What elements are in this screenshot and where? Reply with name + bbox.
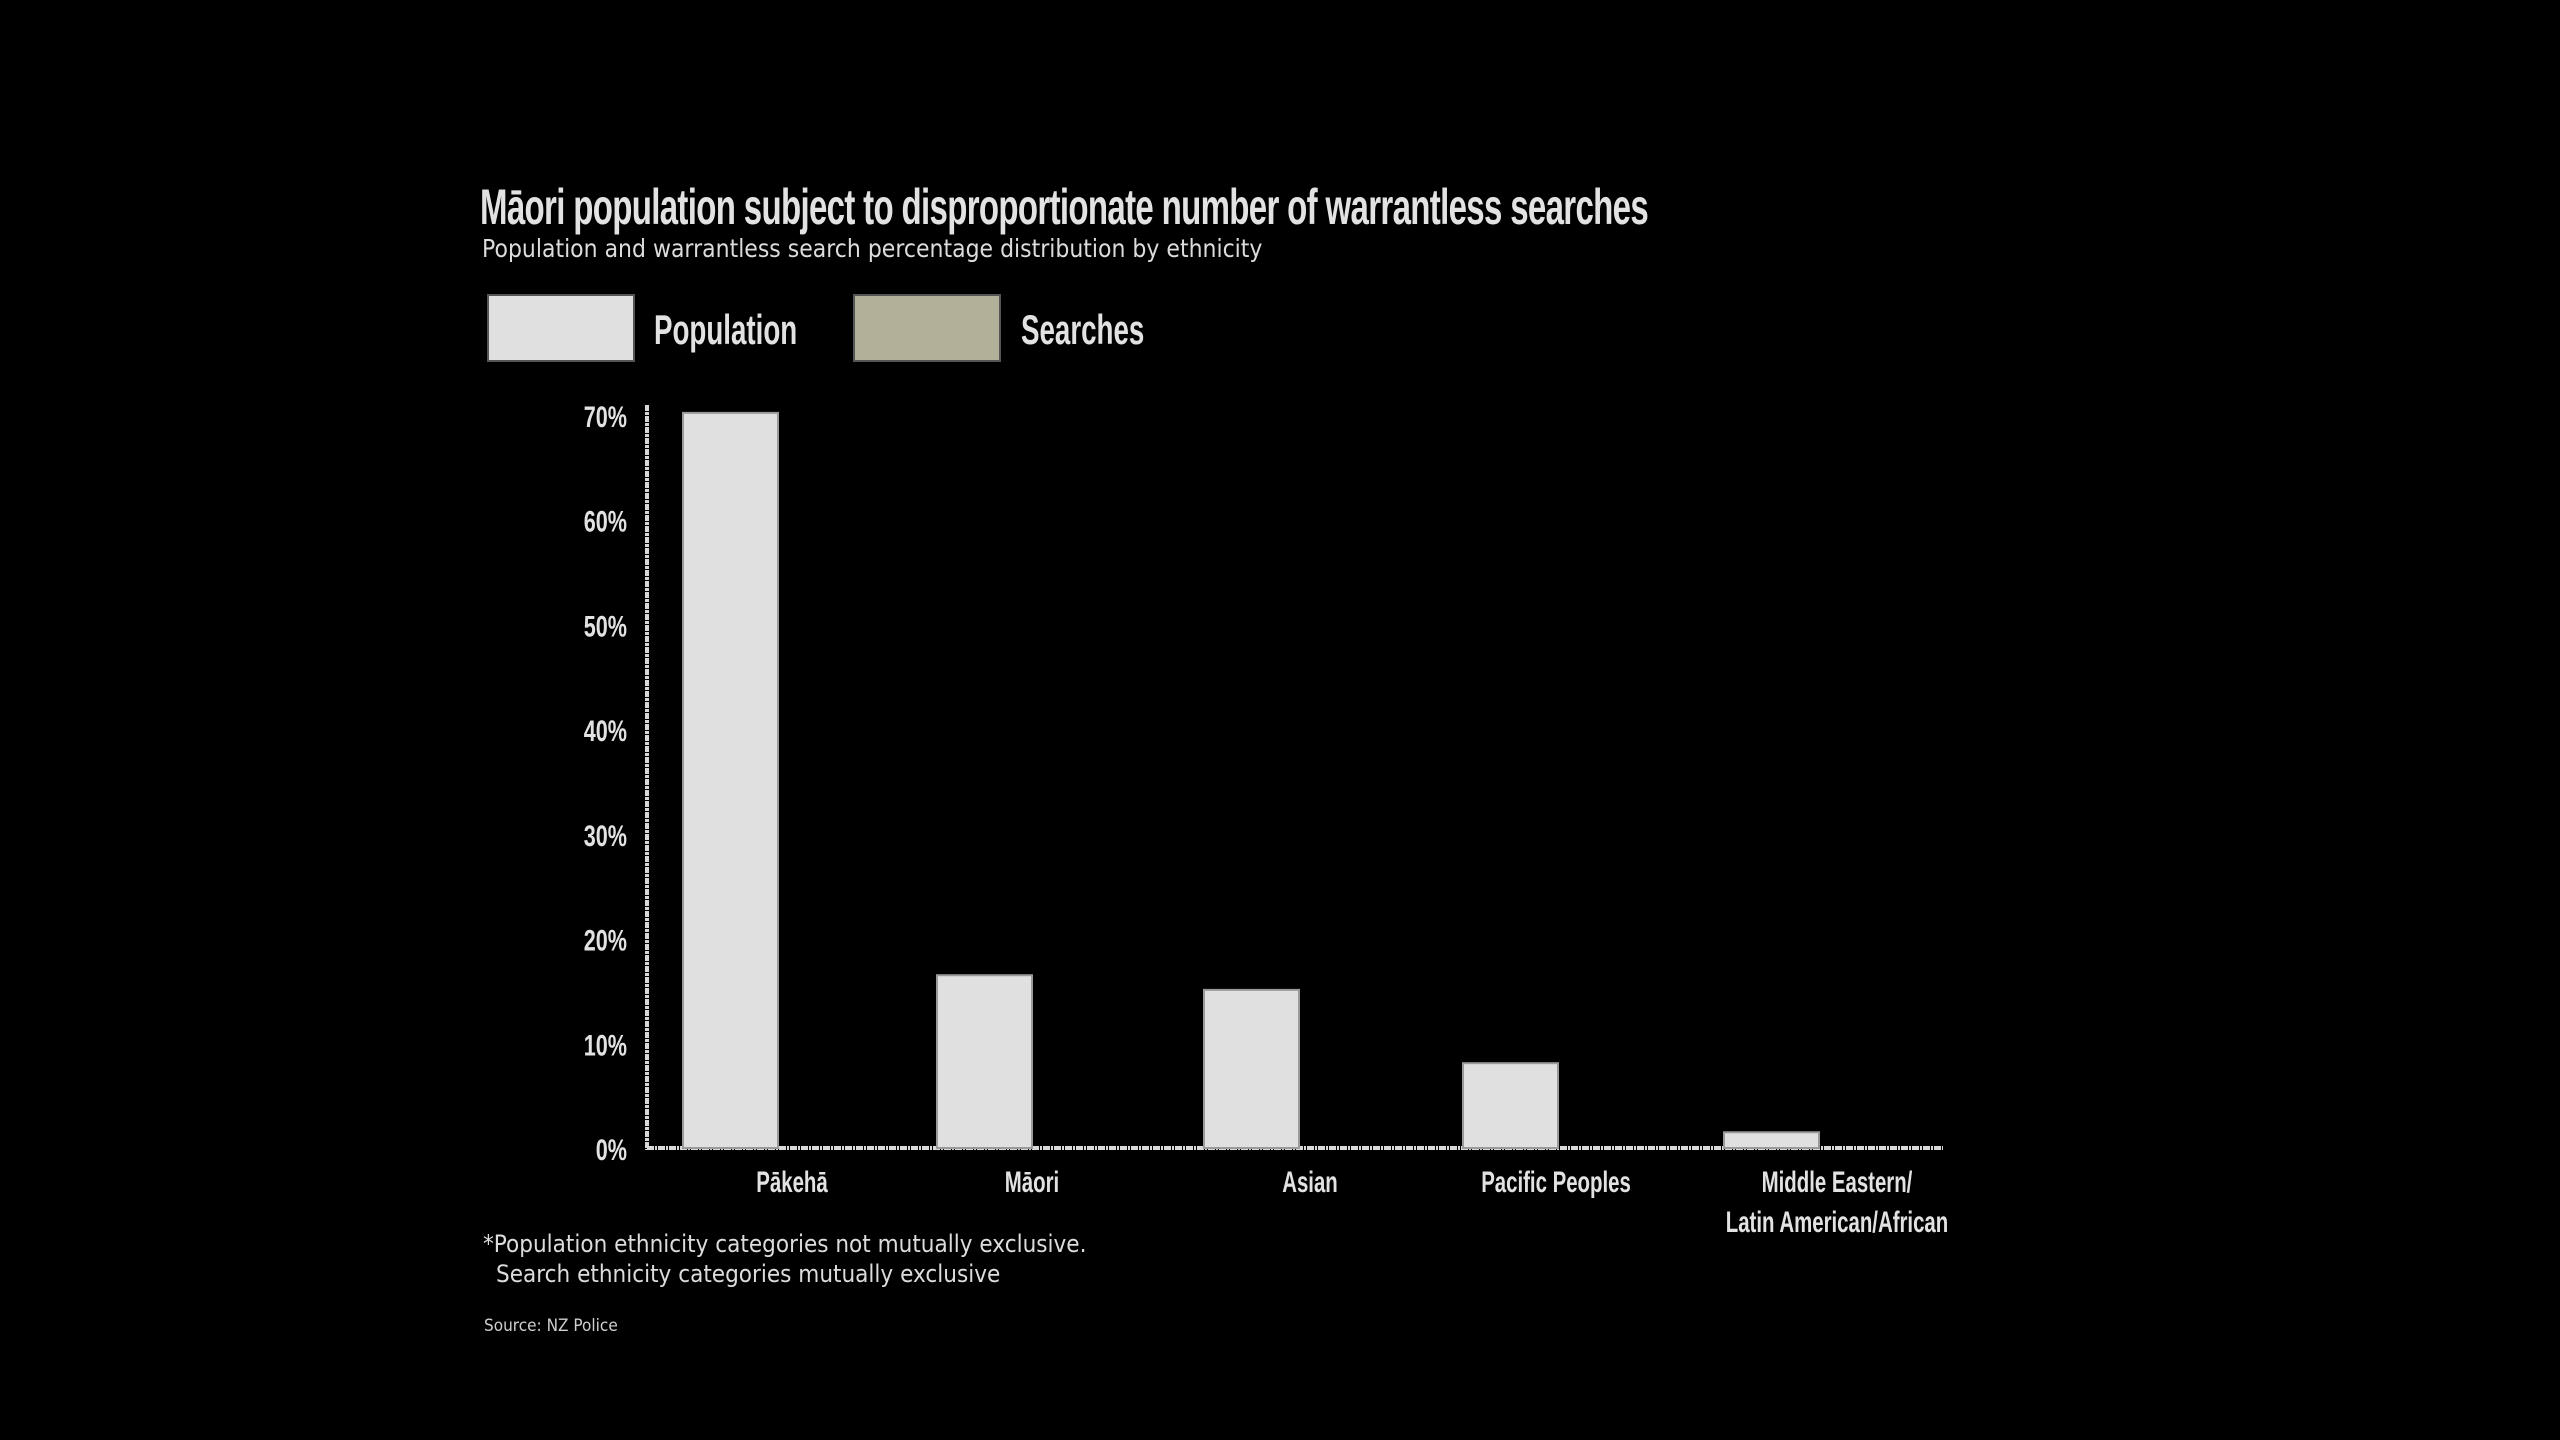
y-tick-label: 40% — [584, 714, 627, 748]
bar-population — [1203, 988, 1300, 1149]
x-category-label: Latin American/African — [1726, 1206, 1948, 1239]
bar-population — [1723, 1131, 1820, 1149]
y-tick-label: 50% — [584, 609, 627, 643]
y-tick-label: 0% — [596, 1132, 627, 1166]
footnote-line-2: Search ethnicity categories mutually exc… — [496, 1260, 1001, 1288]
bar-population — [682, 411, 779, 1149]
y-tick-label: 10% — [584, 1028, 627, 1062]
bar-population — [1462, 1062, 1559, 1149]
footnote-line-1: *Population ethnicity categories not mut… — [483, 1230, 1087, 1258]
x-category-label: Māori — [1005, 1166, 1059, 1199]
x-category-label: Pacific Peoples — [1481, 1166, 1631, 1199]
source-note: Source: NZ Police — [484, 1316, 618, 1336]
chart-title: Māori population subject to disproportio… — [480, 179, 1649, 235]
legend-swatch-searches — [853, 294, 1001, 362]
legend-label-searches: Searches — [1021, 306, 1145, 353]
bar-population — [936, 974, 1033, 1149]
legend-label-population: Population — [654, 306, 798, 353]
chart-subtitle: Population and warrantless search percen… — [482, 234, 1263, 263]
y-tick-label: 60% — [584, 504, 627, 538]
y-tick-label: 20% — [584, 923, 627, 957]
y-tick-label: 70% — [584, 399, 627, 433]
x-category-label: Pākehā — [756, 1166, 828, 1199]
legend-swatch-population — [487, 294, 635, 362]
x-category-label: Asian — [1282, 1166, 1338, 1199]
x-category-label: Middle Eastern/ — [1762, 1166, 1913, 1199]
y-tick-label: 30% — [584, 818, 627, 852]
